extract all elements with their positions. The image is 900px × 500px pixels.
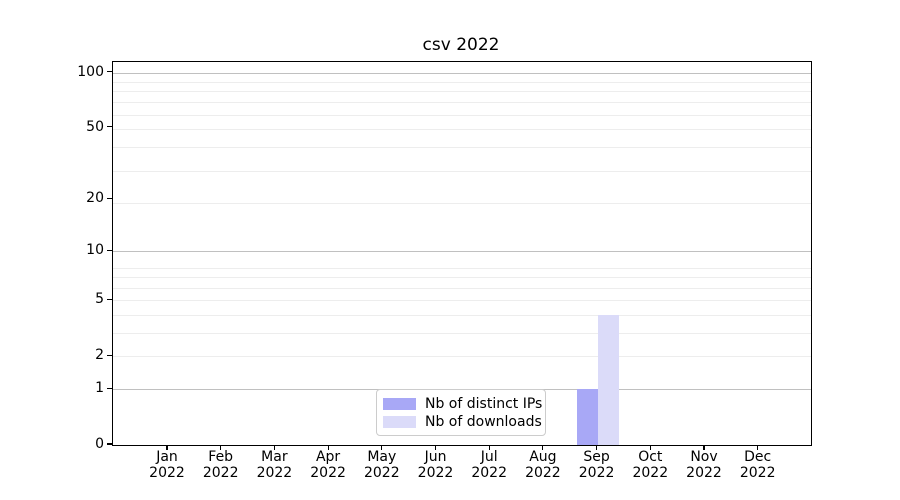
legend-swatch-downloads [383,415,416,428]
y-tick-label: 100 [77,63,104,80]
x-tick-label-line: Jul [480,449,498,465]
x-axis-tick [542,445,544,450]
plot-area [112,61,812,446]
x-tick-label-line: 2022 [149,464,185,481]
minor-gridline [113,114,811,116]
y-axis-tick [107,387,112,389]
x-tick-label: Dec 2022 [726,449,790,481]
x-tick-label: Feb 2022 [189,449,253,481]
minor-gridline [113,277,811,279]
y-tick-label: 20 [86,190,104,207]
x-tick-label-line: Aug [529,449,557,465]
x-tick-label-line: 2022 [202,464,239,481]
x-tick-label-line: 2022 [686,464,722,481]
x-tick-label: May 2022 [350,449,414,481]
x-tick-label-line: Sep [583,449,610,465]
y-tick-label: 10 [86,242,104,259]
bar-downloads [597,315,619,445]
x-tick-label-line: Feb [208,449,234,465]
legend-item-downloads: Nb of downloads [383,413,542,430]
x-axis-tick [166,445,168,450]
x-axis-tick [327,445,329,450]
legend-label-distinct-ips: Nb of distinct IPs [425,395,543,412]
x-axis-tick [596,445,598,450]
x-axis-tick [381,445,383,450]
x-tick-label-line: Mar [261,449,288,465]
x-tick-label-line: 2022 [363,464,400,481]
x-tick-label: Apr 2022 [296,449,360,481]
minor-gridline [113,356,811,358]
x-tick-label-line: Jun [424,449,447,465]
y-tick-label: 5 [95,291,104,308]
bar-distinct-ips [576,389,598,445]
y-axis-tick [107,70,112,73]
x-tick-label: Aug 2022 [511,449,575,481]
x-axis-tick [220,445,222,450]
x-tick-label: Sep 2022 [565,449,629,481]
x-axis-tick [273,445,275,450]
x-axis-tick [488,445,490,450]
x-axis-tick [649,445,651,450]
minor-gridline [113,203,811,205]
y-axis-tick [107,443,112,445]
y-axis-tick [107,354,112,356]
x-tick-label: Nov 2022 [672,449,736,481]
x-tick-label-line: 2022 [471,464,507,481]
y-tick-label: 2 [95,347,104,364]
y-tick-label: 1 [95,380,104,397]
minor-gridline [113,267,811,269]
x-tick-label: Mar 2022 [242,449,306,481]
x-axis-tick [703,445,705,450]
minor-gridline [113,300,811,302]
x-tick-label-line: 2022 [417,464,454,481]
y-axis-tick [107,126,112,128]
minor-gridline [113,170,811,172]
x-axis-tick [757,445,759,450]
x-tick-label-line: 2022 [578,464,615,481]
y-tick-label: 50 [86,118,104,135]
minor-gridline [113,129,811,131]
minor-gridline [113,315,811,317]
y-tick-label: 0 [95,436,104,452]
minor-gridline [113,102,811,104]
x-tick-label-line: Jan [156,449,178,465]
chart-title: csv 2022 [422,35,500,55]
x-tick-label-line: 2022 [632,464,669,481]
x-axis-tick [434,445,437,450]
x-tick-label: Jul 2022 [457,449,521,481]
x-tick-label-line: Nov [690,449,718,465]
legend-swatch-distinct-ips [383,397,416,410]
minor-gridline [113,91,811,93]
x-tick-label-line: Oct [638,449,663,465]
x-tick-label-line: Apr [315,449,341,465]
x-tick-label-line: 2022 [310,464,346,481]
bars-layer [113,62,811,445]
major-gridline [113,251,811,253]
x-tick-label-line: May [367,449,397,465]
legend-item-distinct-ips: Nb of distinct IPs [383,395,542,412]
minor-gridline [113,81,811,83]
minor-gridline [113,333,811,335]
x-tick-label-line: 2022 [256,464,293,481]
minor-gridline [113,147,811,149]
legend-label-downloads: Nb of downloads [425,413,542,430]
x-tick-label: Oct 2022 [618,449,682,481]
y-axis-tick [107,298,112,300]
y-axis-tick [107,197,112,199]
x-tick-label: Jan 2022 [135,449,199,481]
major-gridline [113,72,811,74]
x-tick-label: Jun 2022 [404,449,468,481]
x-tick-label-line: Dec [744,449,772,465]
gridlines-layer [113,62,811,445]
x-tick-label-line: 2022 [739,464,776,481]
x-tick-label-line: 2022 [525,464,561,481]
y-axis-tick [107,249,112,251]
minor-gridline [113,287,811,289]
legend: Nb of distinct IPs Nb of downloads [376,389,546,436]
